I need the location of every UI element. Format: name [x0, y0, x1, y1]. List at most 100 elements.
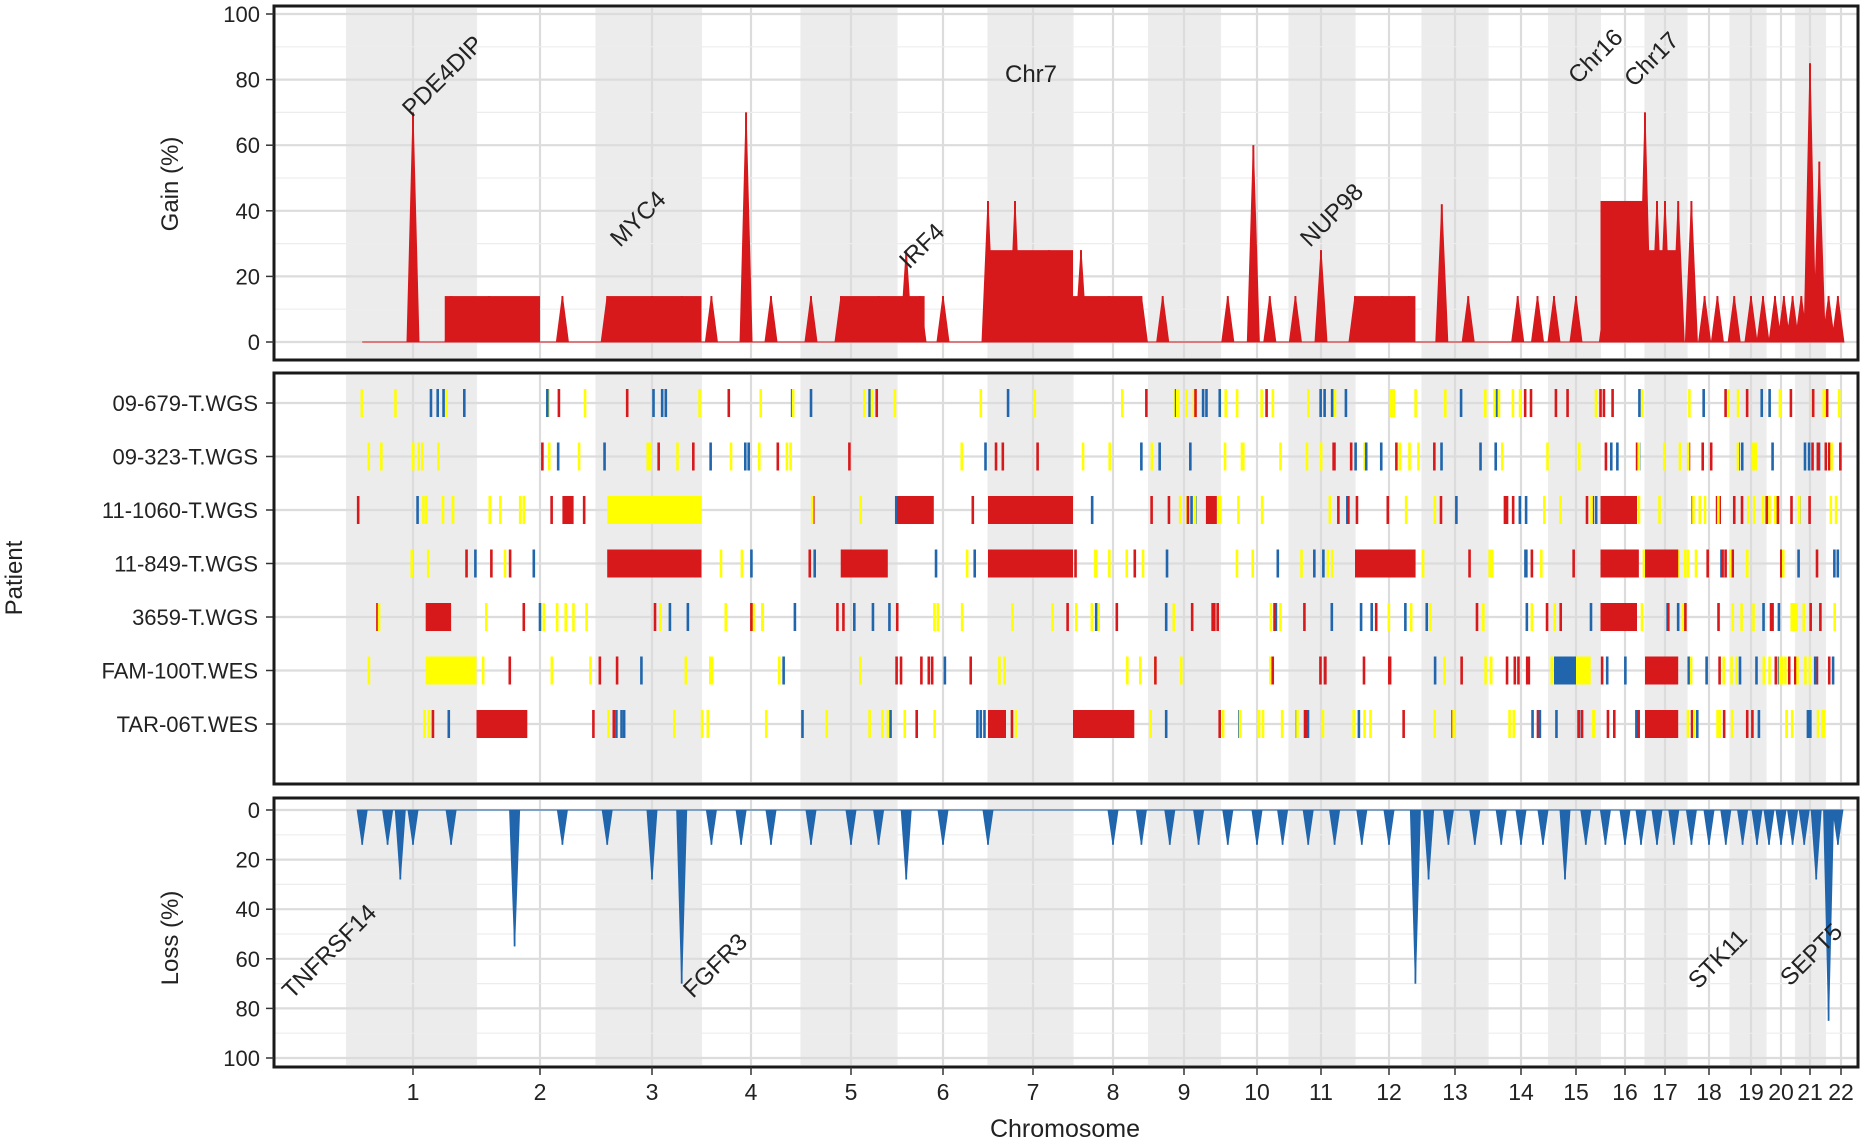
patient-ylabel: Patient — [1, 540, 28, 615]
heat-block-gain — [1073, 710, 1135, 738]
heat-tick-loss — [546, 389, 549, 417]
heat-tick-gain — [1505, 656, 1509, 685]
heat-tick-neutral — [437, 442, 440, 471]
heat-tick-neutral — [757, 442, 761, 471]
heat-tick-gain — [1740, 496, 1744, 524]
heat-tick-neutral — [1398, 442, 1402, 471]
heat-tick-neutral — [870, 389, 874, 417]
heat-tick-neutral — [1790, 603, 1794, 631]
heat-tick-gain — [1566, 389, 1569, 417]
heat-tick-neutral — [542, 603, 546, 631]
heat-tick-gain — [1133, 549, 1137, 578]
heat-tick-neutral — [1269, 656, 1272, 685]
heat-tick-gain — [1572, 549, 1575, 578]
heat-tick-neutral — [1178, 496, 1182, 524]
chromosome-band-19-panel-2 — [1730, 800, 1766, 1065]
heat-tick-neutral — [1257, 710, 1261, 738]
heat-block-gain — [1600, 496, 1637, 524]
heat-tick-loss — [1140, 442, 1143, 471]
heat-tick-gain — [1827, 656, 1831, 685]
heat-tick-neutral — [881, 710, 884, 738]
heat-tick-neutral — [411, 442, 415, 471]
heat-tick-neutral — [518, 496, 522, 524]
heat-tick-gain — [1606, 710, 1610, 738]
heat-tick-loss — [709, 442, 712, 471]
heat-tick-neutral — [1333, 389, 1337, 417]
heat-tick-loss — [1006, 389, 1010, 417]
heat-tick-neutral — [1762, 656, 1766, 685]
heat-tick-neutral — [1511, 389, 1515, 417]
heat-tick-gain — [1460, 656, 1463, 685]
heat-tick-neutral — [1240, 442, 1244, 471]
heat-tick-gain — [1349, 442, 1353, 471]
heat-tick-gain — [615, 656, 619, 685]
gain-plateau — [1645, 250, 1679, 342]
heat-tick-neutral — [1319, 442, 1323, 471]
heat-tick-neutral — [607, 710, 610, 738]
heat-tick-loss — [429, 389, 433, 417]
heat-tick-neutral — [1730, 710, 1734, 738]
heat-tick-gain — [1523, 389, 1527, 417]
heat-tick-neutral — [1716, 710, 1719, 738]
heat-tick-neutral — [422, 496, 425, 524]
heat-tick-loss — [889, 710, 892, 738]
heat-tick-gain — [1001, 442, 1005, 471]
heat-tick-neutral — [791, 389, 795, 417]
heat-tick-neutral — [1658, 496, 1661, 524]
heat-tick-loss — [1164, 603, 1168, 631]
heat-tick-gain — [1787, 656, 1791, 685]
heat-tick-neutral — [1493, 389, 1496, 417]
heat-tick-neutral — [1694, 549, 1698, 578]
gain-ytick-label: 80 — [236, 68, 260, 93]
heat-tick-loss — [809, 389, 813, 417]
heat-tick-gain — [920, 656, 923, 685]
heat-block-gain — [988, 496, 1073, 524]
heat-tick-neutral — [1530, 603, 1534, 631]
heat-tick-loss — [447, 710, 451, 738]
heat-tick-neutral — [1736, 389, 1740, 417]
heat-tick-loss — [615, 710, 618, 738]
heat-tick-neutral — [1482, 603, 1485, 631]
heat-tick-loss — [750, 549, 753, 578]
heat-block-neutral — [1576, 656, 1591, 685]
heat-tick-loss — [1323, 389, 1326, 417]
heat-tick-neutral — [1792, 603, 1796, 631]
heat-tick-gain — [1150, 496, 1153, 524]
heat-tick-neutral — [1237, 496, 1240, 524]
heat-tick-neutral — [1752, 496, 1756, 524]
heat-tick-loss — [943, 656, 947, 685]
heat-tick-loss — [1524, 549, 1527, 578]
heat-tick-loss — [620, 710, 623, 738]
heat-tick-neutral — [1550, 656, 1554, 685]
x-tick-label: 15 — [1563, 1079, 1589, 1105]
chromosome-bands — [346, 8, 1826, 1065]
heat-tick-gain — [1816, 442, 1820, 471]
heat-tick-loss — [1771, 442, 1774, 471]
heat-tick-gain — [1402, 710, 1405, 738]
heat-tick-gain — [808, 549, 812, 578]
x-tick-label: 12 — [1376, 1079, 1402, 1105]
heat-tick-neutral — [1488, 549, 1491, 578]
heat-tick-loss — [1518, 496, 1522, 524]
heat-tick-gain — [376, 603, 379, 631]
heat-tick-neutral — [410, 549, 414, 578]
heat-tick-loss — [743, 442, 747, 471]
chromosome-band-15-panel-0 — [1548, 8, 1601, 358]
heat-tick-loss — [1189, 442, 1192, 471]
heat-tick-gain — [692, 442, 695, 471]
heat-tick-gain — [1513, 656, 1517, 685]
heat-tick-gain — [1577, 710, 1580, 738]
heat-tick-neutral — [550, 656, 554, 685]
heat-tick-gain — [1475, 603, 1479, 631]
x-tick-label: 6 — [937, 1079, 950, 1105]
heat-tick-neutral — [503, 549, 507, 578]
heat-tick-neutral — [1149, 710, 1152, 738]
heat-tick-neutral — [698, 389, 701, 417]
heat-tick-gain — [1271, 656, 1275, 685]
heat-tick-gain — [971, 496, 975, 524]
heat-tick-neutral — [933, 603, 936, 631]
heat-tick-neutral — [1409, 603, 1413, 631]
heat-tick-neutral — [377, 603, 381, 631]
heat-tick-neutral — [1678, 442, 1682, 471]
x-tick-label: 17 — [1652, 1079, 1678, 1105]
